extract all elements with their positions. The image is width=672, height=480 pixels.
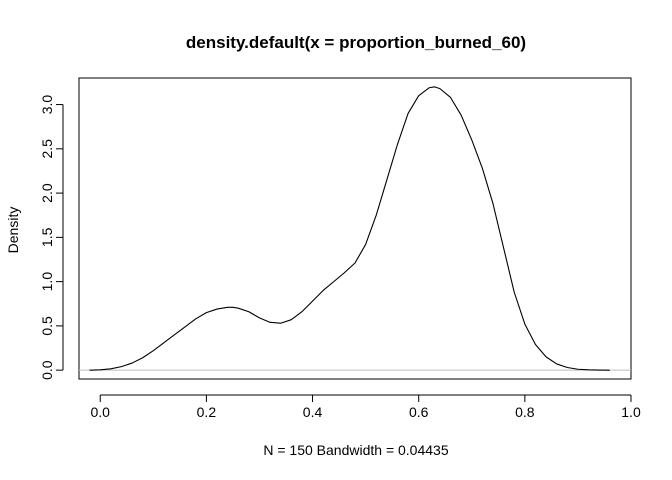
- plot-frame: [78, 77, 632, 380]
- y-axis-label: Density: [5, 207, 21, 254]
- y-tick-label: 3.0: [39, 95, 55, 115]
- x-tick-label: 0.4: [303, 404, 323, 420]
- y-tick-label: 0.0: [39, 360, 55, 380]
- y-tick-label: 2.5: [39, 139, 55, 159]
- x-tick-label: 0.6: [409, 404, 429, 420]
- x-tick-label: 0.8: [515, 404, 535, 420]
- x-tick-label: 0.0: [90, 404, 110, 420]
- x-tick-label: 1.0: [621, 404, 641, 420]
- x-axis-label: N = 150 Bandwidth = 0.04435: [263, 442, 448, 458]
- y-tick-label: 1.0: [39, 272, 55, 292]
- y-axis: 0.0 0.5 1.0 1.5 2.0 2.5 3.0: [39, 95, 64, 380]
- y-tick-label: 2.0: [39, 183, 55, 203]
- x-axis: 0.0 0.2 0.4 0.6 0.8 1.0: [90, 394, 641, 420]
- y-tick-label: 1.5: [39, 227, 55, 247]
- chart-title: density.default(x = proportion_burned_60…: [186, 33, 526, 52]
- y-tick-label: 0.5: [39, 316, 55, 336]
- x-tick-label: 0.2: [197, 404, 217, 420]
- density-curve: [89, 86, 610, 371]
